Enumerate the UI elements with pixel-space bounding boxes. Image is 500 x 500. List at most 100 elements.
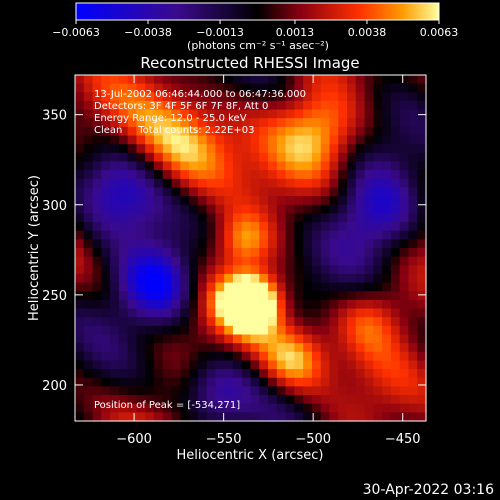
heatmap-cell (311, 412, 322, 422)
heatmap-cell (153, 412, 164, 422)
heatmap-cell (232, 222, 243, 232)
heatmap-cell (206, 325, 217, 336)
heatmap-cell (382, 256, 392, 266)
heatmap-cell (417, 204, 427, 214)
heatmap-cell (75, 75, 85, 85)
heatmap-cell (285, 75, 295, 85)
heatmap-cell (197, 196, 208, 206)
heatmap-cell (153, 222, 164, 232)
heatmap-cell (180, 222, 190, 232)
heatmap-cell (338, 187, 348, 197)
heatmap-cell (268, 126, 278, 137)
heatmap-cell (197, 308, 208, 318)
heatmap-cell (153, 325, 164, 336)
heatmap-cell (127, 334, 138, 344)
heatmap-cell (83, 248, 94, 258)
heatmap-cell (417, 222, 427, 232)
heatmap-cell (241, 92, 252, 102)
heatmap-cell (215, 395, 225, 405)
heatmap-cell (224, 282, 234, 292)
heatmap-cell (118, 386, 129, 396)
heatmap-cell (250, 213, 260, 223)
heatmap-cell (320, 334, 331, 344)
heatmap-cell (399, 325, 410, 336)
heatmap-cell (101, 144, 111, 154)
heatmap-cell (276, 75, 287, 85)
heatmap-cell (373, 109, 383, 119)
heatmap-cell (118, 273, 129, 284)
heatmap-cell (364, 135, 374, 145)
heatmap-cell (390, 369, 401, 379)
heatmap-cell (268, 170, 278, 180)
heatmap-cell (355, 317, 366, 327)
heatmap-cell (417, 265, 427, 275)
heatmap-cell (373, 187, 383, 197)
heatmap-cell (259, 412, 269, 422)
heatmap-cell (136, 92, 146, 102)
heatmap-cell (75, 213, 85, 223)
heatmap-cell (241, 369, 252, 379)
heatmap-cell (145, 265, 155, 275)
heatmap-cell (355, 282, 366, 292)
heatmap-cell (153, 273, 164, 284)
heatmap-cell (294, 152, 304, 163)
heatmap-cell (382, 161, 392, 171)
heatmap-cell (259, 75, 269, 85)
heatmap-cell (118, 196, 129, 206)
heatmap-cell (390, 204, 401, 214)
heatmap-cell (390, 308, 401, 318)
heatmap-cell (408, 100, 418, 111)
heatmap-cell (101, 135, 111, 145)
heatmap-cell (153, 299, 164, 310)
heatmap-cell (118, 334, 129, 344)
heatmap-cell (162, 386, 173, 396)
heatmap-cell (276, 222, 287, 232)
heatmap-cell (303, 291, 313, 301)
heatmap-cell (329, 109, 339, 119)
heatmap-cell (347, 230, 357, 240)
heatmap-cell (92, 395, 102, 405)
heatmap-cell (127, 92, 138, 102)
heatmap-cell (329, 187, 339, 197)
heatmap-cell (145, 152, 155, 163)
heatmap-cell (118, 230, 129, 240)
heatmap-cell (206, 187, 217, 197)
heatmap-cell (417, 75, 427, 85)
heatmap-cell (417, 83, 427, 93)
heatmap-cell (390, 222, 401, 232)
heatmap-cell (268, 178, 278, 189)
heatmap-cell (162, 248, 173, 258)
heatmap-cell (408, 377, 418, 387)
heatmap-cell (303, 360, 313, 370)
heatmap-cell (311, 100, 322, 111)
heatmap-cell (136, 204, 146, 214)
heatmap-cell (294, 239, 304, 249)
heatmap-cell (206, 239, 217, 249)
heatmap-cell (189, 196, 199, 206)
heatmap-cell (417, 256, 427, 266)
heatmap-cell (197, 369, 208, 379)
heatmap-cell (224, 412, 234, 422)
heatmap-cell (311, 118, 322, 128)
heatmap-cell (162, 308, 173, 318)
heatmap-cell (408, 299, 418, 310)
heatmap-cell (180, 144, 190, 154)
heatmap-cell (355, 196, 366, 206)
heatmap-cell (268, 213, 278, 223)
heatmap-cell (382, 265, 392, 275)
heatmap-cell (75, 161, 85, 171)
heatmap-cell (162, 118, 173, 128)
annotation-peak-position: Position of Peak = [-534,271] (94, 400, 240, 411)
heatmap-cell (145, 360, 155, 370)
heatmap-cell (110, 100, 120, 111)
heatmap-cell (408, 187, 418, 197)
heatmap-cell (355, 187, 366, 197)
heatmap-cell (303, 256, 313, 266)
heatmap-cell (338, 83, 348, 93)
heatmap-cell (320, 265, 331, 275)
heatmap-cell (408, 360, 418, 370)
heatmap-cell (127, 360, 138, 370)
heatmap-cell (162, 395, 173, 405)
heatmap-cell (197, 291, 208, 301)
heatmap-cell (268, 248, 278, 258)
